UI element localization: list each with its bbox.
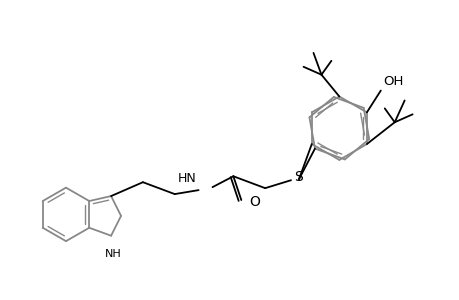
Text: O: O [249, 195, 260, 209]
Text: HN: HN [178, 172, 196, 185]
Text: OH: OH [382, 75, 402, 88]
Text: S: S [293, 170, 302, 184]
Text: NH: NH [105, 249, 121, 259]
